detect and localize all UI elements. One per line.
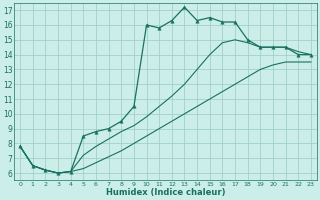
X-axis label: Humidex (Indice chaleur): Humidex (Indice chaleur) bbox=[106, 188, 225, 197]
